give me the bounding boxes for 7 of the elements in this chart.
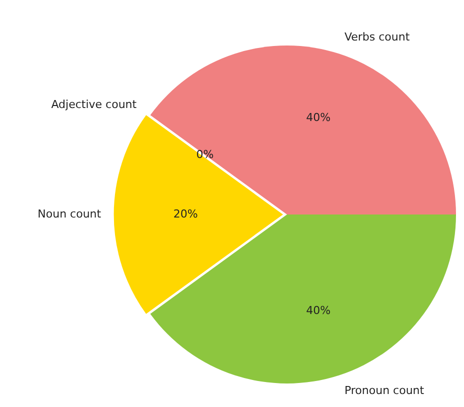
category-label: Adjective count (51, 98, 137, 112)
data-label: 20% (173, 207, 198, 220)
data-label: 40% (306, 304, 331, 317)
slice-label: Pronoun count (344, 384, 425, 398)
data-label: 40% (306, 110, 331, 124)
slice-label: Verbs count (344, 30, 410, 44)
slice-label: Noun count (38, 207, 102, 220)
